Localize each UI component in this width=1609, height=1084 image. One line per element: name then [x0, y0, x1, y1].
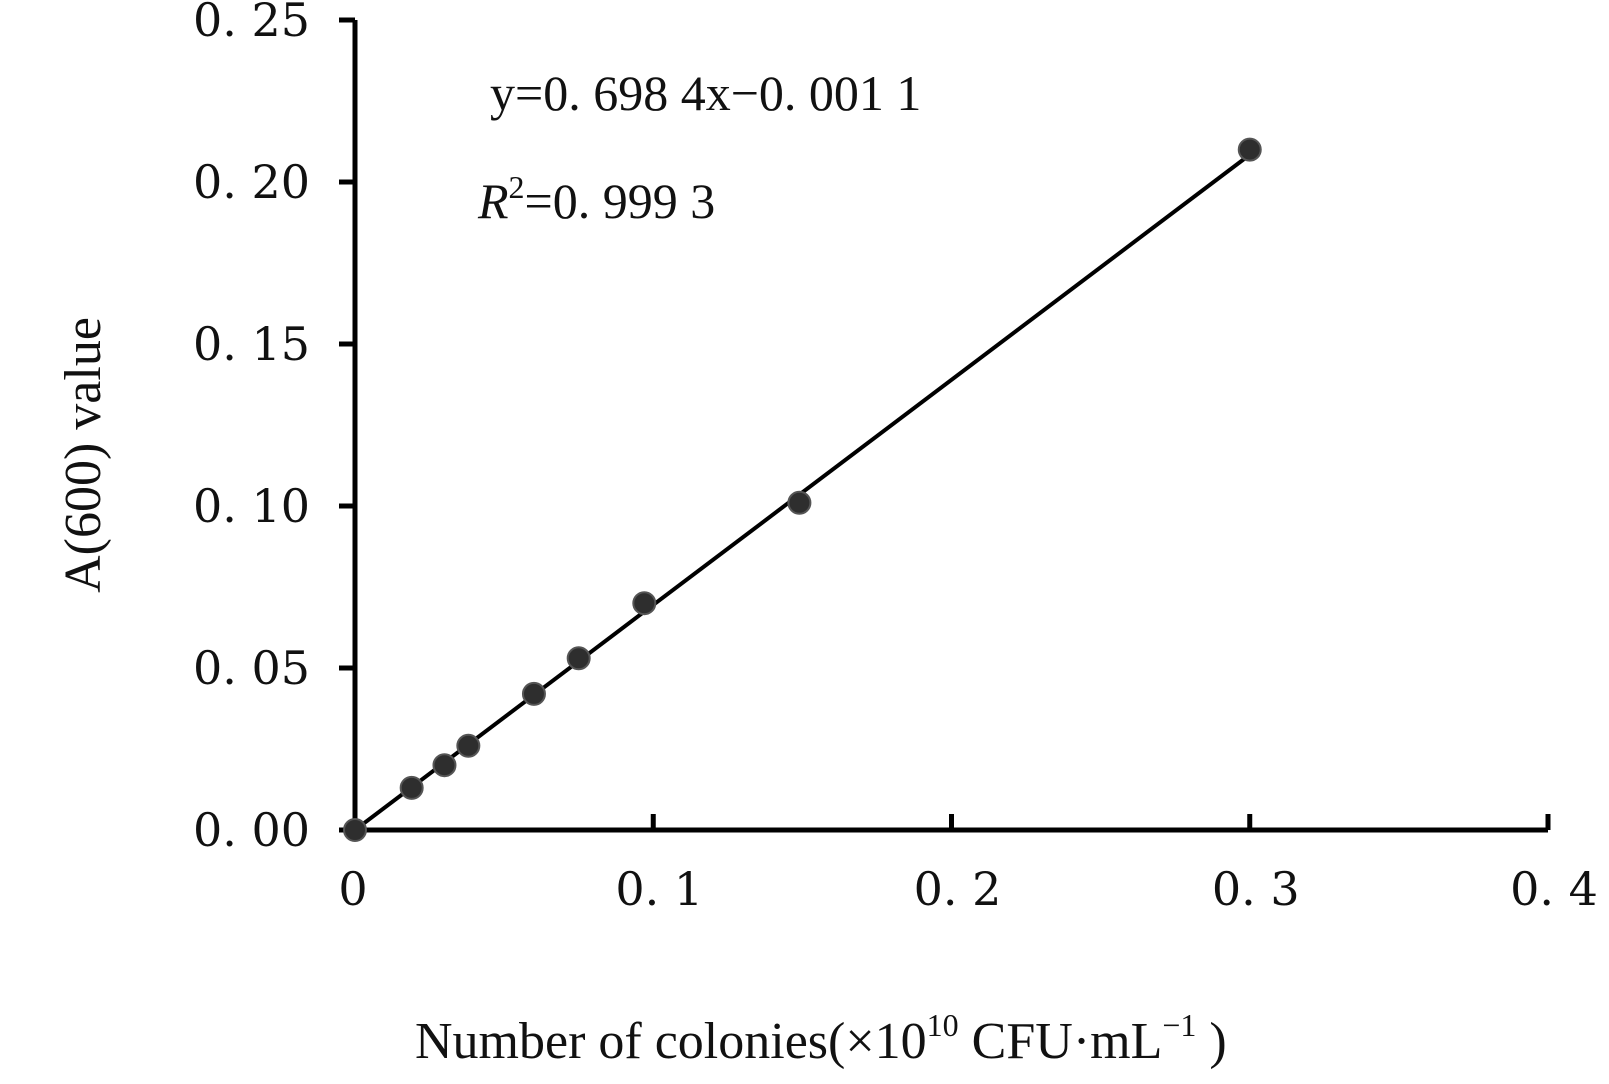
data-point — [456, 733, 481, 758]
y-tick-label: 0. 05 — [193, 641, 310, 695]
x-title-prefix: Number of colonies( — [415, 1013, 845, 1070]
x-title-suffix: ) — [1196, 1013, 1226, 1070]
r-squared-annotation: R2=0. 999 3 — [477, 169, 715, 229]
data-points — [343, 137, 1262, 842]
data-point — [1237, 137, 1262, 162]
data-point — [787, 490, 812, 515]
x-tick-label: 0. 1 — [615, 862, 703, 916]
r2-variable: R — [477, 173, 509, 229]
x-title-unit-b: mL — [1090, 1013, 1162, 1070]
x-tick-label: 0. 2 — [914, 862, 1002, 916]
y-tick-label: 0. 00 — [193, 803, 310, 857]
data-point — [343, 818, 367, 842]
y-tick-label: 0. 15 — [193, 317, 310, 371]
r2-value: =0. 999 3 — [525, 173, 716, 229]
data-point — [432, 753, 457, 778]
x-title-unit-a: CFU — [959, 1013, 1073, 1070]
x-tick-label: 0. 4 — [1510, 862, 1598, 916]
x-title-dot: · — [1073, 1013, 1090, 1070]
axes — [352, 20, 1548, 833]
y-tick-label: 0. 25 — [193, 0, 310, 47]
x-tick-label: 0 — [338, 862, 367, 916]
data-point — [632, 591, 657, 616]
x-axis-title: Number of colonies(×1010 CFU·mL−1 ) — [415, 1007, 1227, 1070]
regression-equation: y=0. 698 4x−0. 001 1 — [490, 65, 921, 121]
x-title-unit-exp: −1 — [1162, 1007, 1196, 1043]
x-ticks: 0 0. 1 0. 2 0. 3 0. 4 — [338, 814, 1598, 916]
x-title-exp: 10 — [927, 1007, 959, 1043]
y-axis-title: A(600) value — [55, 317, 112, 593]
x-title-base: 10 — [875, 1013, 927, 1070]
data-point — [399, 775, 424, 800]
r2-exponent: 2 — [509, 169, 525, 205]
x-tick-label: 0. 3 — [1212, 862, 1300, 916]
y-tick-label: 0. 20 — [193, 155, 310, 209]
data-point — [521, 681, 546, 706]
y-ticks: 0. 00 0. 05 0. 10 0. 15 0. 20 0. 25 — [193, 0, 355, 857]
y-tick-label: 0. 10 — [193, 479, 310, 533]
x-title-times: × — [845, 1013, 874, 1070]
data-point — [566, 646, 591, 671]
